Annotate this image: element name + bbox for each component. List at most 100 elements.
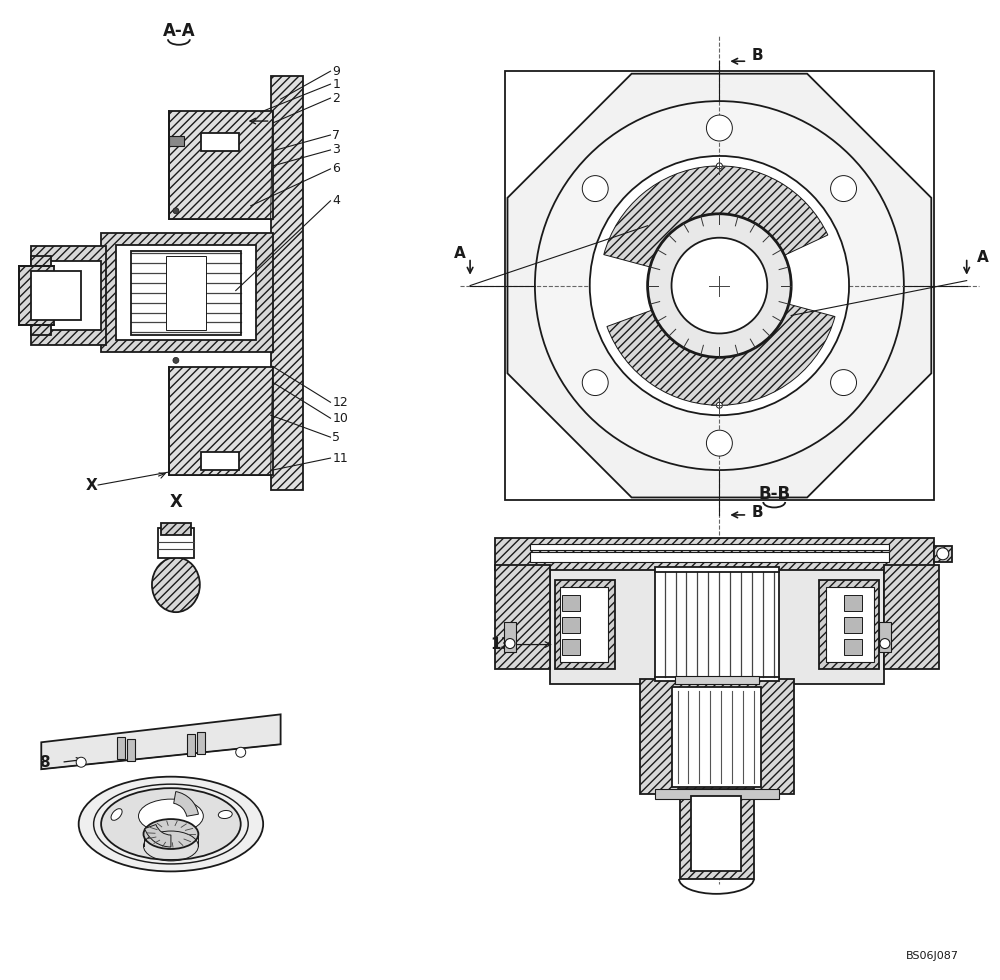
Text: 8: 8	[39, 755, 50, 769]
Bar	[844, 639, 862, 655]
Circle shape	[880, 639, 890, 649]
Bar	[169, 368, 273, 475]
Text: 3: 3	[332, 143, 340, 157]
Text: B: B	[751, 48, 763, 63]
Bar	[31, 270, 81, 320]
Bar	[672, 687, 761, 787]
Bar	[161, 523, 191, 535]
Bar	[201, 452, 239, 470]
Circle shape	[505, 639, 515, 649]
Text: A: A	[454, 246, 466, 262]
Circle shape	[76, 758, 86, 767]
Ellipse shape	[152, 558, 200, 612]
Text: A: A	[977, 250, 988, 266]
Bar	[675, 676, 759, 684]
Bar	[131, 251, 241, 335]
Circle shape	[706, 115, 732, 141]
Bar	[158, 528, 194, 558]
Circle shape	[582, 175, 608, 202]
Bar	[555, 580, 615, 669]
Text: X: X	[169, 493, 182, 511]
Ellipse shape	[143, 819, 198, 849]
Circle shape	[173, 358, 179, 364]
Circle shape	[706, 430, 732, 456]
Bar	[31, 256, 51, 335]
Text: X: X	[85, 477, 97, 493]
Text: 11: 11	[332, 452, 348, 465]
Circle shape	[236, 748, 246, 758]
Bar	[169, 111, 273, 219]
Bar	[530, 544, 889, 550]
Bar	[879, 621, 891, 652]
Text: 5: 5	[332, 430, 340, 444]
Text: 7: 7	[332, 128, 340, 141]
Ellipse shape	[218, 810, 232, 818]
Ellipse shape	[139, 799, 203, 833]
Bar	[116, 245, 256, 340]
Text: 2: 2	[332, 91, 340, 105]
Bar	[934, 546, 952, 562]
Circle shape	[590, 156, 849, 416]
Ellipse shape	[79, 777, 263, 871]
Bar	[691, 796, 741, 871]
Bar	[562, 616, 580, 633]
Text: 10: 10	[332, 412, 348, 424]
Bar	[201, 133, 239, 151]
Bar	[169, 136, 184, 146]
Bar	[495, 538, 934, 569]
Bar	[640, 679, 794, 794]
Ellipse shape	[101, 788, 241, 859]
Bar	[504, 621, 516, 652]
Text: BS06J087: BS06J087	[906, 951, 959, 960]
Bar	[819, 580, 879, 669]
Bar	[127, 739, 135, 761]
Bar	[655, 566, 779, 681]
Bar	[166, 256, 206, 330]
Bar	[826, 587, 874, 662]
Circle shape	[831, 369, 857, 396]
Bar	[550, 564, 884, 684]
Bar	[197, 732, 205, 755]
Bar	[271, 76, 303, 490]
Wedge shape	[607, 301, 835, 406]
Text: 6: 6	[332, 163, 340, 175]
Polygon shape	[41, 714, 281, 769]
Circle shape	[173, 208, 179, 214]
Bar	[101, 232, 273, 353]
Circle shape	[648, 214, 791, 358]
Bar	[844, 595, 862, 611]
Polygon shape	[507, 74, 931, 498]
Bar	[562, 595, 580, 611]
Bar	[560, 587, 608, 662]
Circle shape	[582, 369, 608, 396]
Circle shape	[831, 175, 857, 202]
Bar	[680, 789, 754, 879]
Bar	[562, 639, 580, 655]
Bar	[884, 564, 939, 669]
Text: 4: 4	[332, 194, 340, 208]
Wedge shape	[174, 792, 198, 816]
Circle shape	[716, 163, 722, 169]
Wedge shape	[604, 166, 828, 270]
Wedge shape	[145, 824, 171, 847]
Text: 9: 9	[332, 65, 340, 77]
Bar	[495, 564, 550, 669]
Text: 1: 1	[332, 77, 340, 91]
Bar	[844, 616, 862, 633]
Bar	[19, 266, 54, 325]
Text: A-A: A-A	[163, 23, 195, 40]
Bar	[530, 552, 889, 562]
Bar	[39, 261, 101, 330]
Bar	[117, 737, 125, 760]
Text: 12: 12	[332, 396, 348, 409]
Bar	[187, 734, 195, 757]
Circle shape	[672, 238, 767, 333]
Text: B: B	[751, 506, 763, 520]
Circle shape	[716, 402, 722, 409]
Bar	[655, 789, 779, 799]
Circle shape	[535, 101, 904, 470]
Text: 13: 13	[490, 637, 511, 652]
Ellipse shape	[111, 808, 122, 820]
Circle shape	[937, 548, 949, 560]
Text: B-B: B-B	[758, 485, 790, 503]
